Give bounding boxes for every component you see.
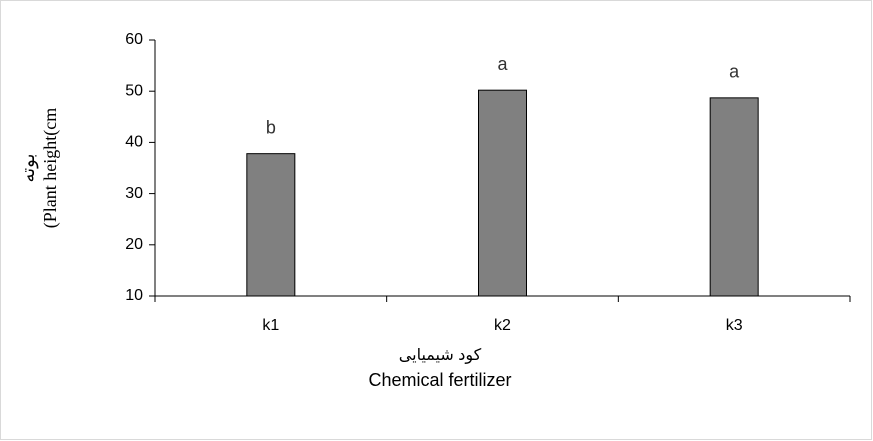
significance-letter: a xyxy=(497,54,508,74)
y-axis-label: (Plant height(cm xyxy=(40,108,61,228)
significance-letter: b xyxy=(266,117,276,137)
x-tick-label: k3 xyxy=(726,317,743,334)
y-tick-label: 30 xyxy=(125,185,143,202)
y-tick-label: 10 xyxy=(125,287,143,304)
x-tick-label: k1 xyxy=(262,317,279,334)
y-tick-label: 20 xyxy=(125,236,143,253)
y-axis-label: بوته xyxy=(18,154,39,183)
bar xyxy=(478,89,527,297)
y-tick-label: 40 xyxy=(125,134,143,151)
significance-letter: a xyxy=(729,62,740,82)
bar xyxy=(246,153,296,297)
x-tick-label: k2 xyxy=(494,317,511,334)
x-axis-label: کود شیمیایی xyxy=(399,347,482,365)
bar xyxy=(709,97,759,297)
y-tick-label: 60 xyxy=(125,31,143,48)
x-axis-label: Chemical fertilizer xyxy=(368,370,511,390)
y-tick-label: 50 xyxy=(125,82,143,99)
